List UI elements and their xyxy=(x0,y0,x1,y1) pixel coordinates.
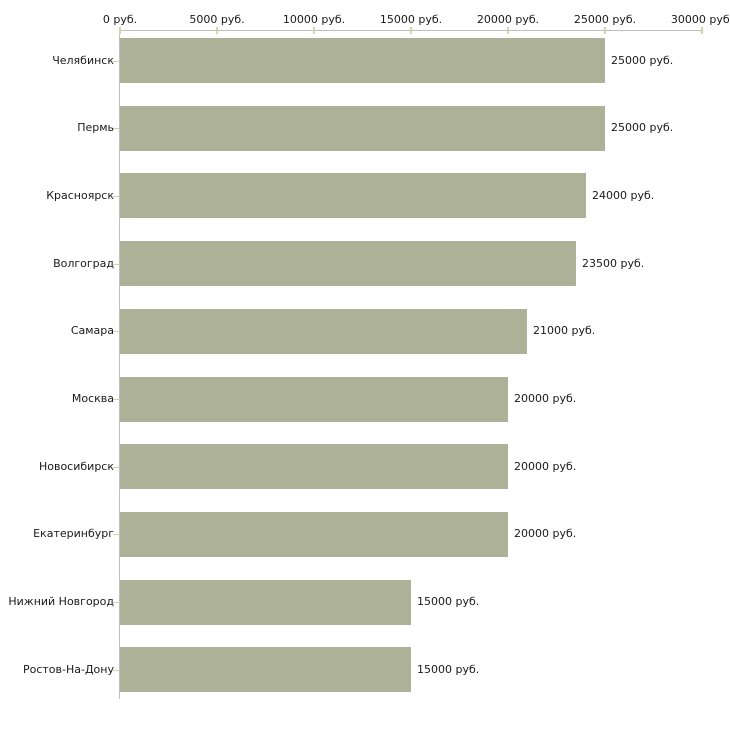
x-axis-tick-label: 5000 руб. xyxy=(189,13,245,26)
x-axis-tick xyxy=(119,27,121,34)
bar xyxy=(120,38,605,83)
value-label: 25000 руб. xyxy=(611,121,674,135)
bar xyxy=(120,308,527,354)
value-label: 25000 руб. xyxy=(611,53,674,67)
y-axis-tick xyxy=(113,399,119,400)
x-axis-tick xyxy=(604,27,606,34)
category-label: Челябинск xyxy=(52,53,114,67)
x-axis-tick-label: 30000 руб. xyxy=(670,13,730,26)
category-label: Ростов-На-Дону xyxy=(22,662,114,676)
y-axis-tick xyxy=(113,534,119,535)
y-axis-tick xyxy=(113,61,119,62)
category-label: Красноярск xyxy=(46,188,114,202)
category-label: Екатеринбург xyxy=(33,527,114,541)
y-axis-tick xyxy=(113,331,119,332)
y-axis-tick xyxy=(113,128,119,129)
y-axis-tick xyxy=(113,467,119,468)
y-axis-tick xyxy=(113,264,119,265)
value-label: 20000 руб. xyxy=(514,459,577,473)
value-label: 24000 руб. xyxy=(592,188,655,202)
x-axis-tick-label: 15000 руб. xyxy=(379,13,443,26)
bar xyxy=(120,511,508,557)
x-axis-tick xyxy=(507,27,509,34)
bar xyxy=(120,376,508,422)
bar xyxy=(120,105,605,151)
bar xyxy=(120,647,411,693)
category-label: Самара xyxy=(70,324,114,338)
value-label: 21000 руб. xyxy=(533,324,596,338)
x-axis-tick-label: 20000 руб. xyxy=(476,13,540,26)
bar xyxy=(120,173,586,219)
bar xyxy=(120,444,508,490)
bar xyxy=(120,579,411,625)
y-axis-tick xyxy=(113,602,119,603)
x-axis-tick xyxy=(313,27,315,34)
bar xyxy=(120,241,576,287)
category-label: Волгоград xyxy=(53,256,114,270)
y-axis-line xyxy=(119,30,120,699)
category-label: Москва xyxy=(71,392,114,405)
x-axis-tick-label: 0 руб. xyxy=(102,13,138,26)
category-label: Новосибирск xyxy=(38,459,114,473)
y-axis-tick xyxy=(113,196,119,197)
x-axis-tick-label: 10000 руб. xyxy=(282,13,346,26)
value-label: 20000 руб. xyxy=(514,392,577,405)
x-axis-tick xyxy=(410,27,412,34)
value-label: 23500 руб. xyxy=(582,256,645,270)
x-axis-tick xyxy=(701,27,703,34)
y-axis-tick xyxy=(113,670,119,671)
x-axis-tick xyxy=(216,27,218,34)
category-label: Пермь xyxy=(77,121,114,135)
value-label: 20000 руб. xyxy=(514,527,577,541)
category-label: Нижний Новгород xyxy=(8,595,114,609)
x-axis-tick-label: 25000 руб. xyxy=(573,13,637,26)
value-label: 15000 руб. xyxy=(417,595,480,609)
value-label: 15000 руб. xyxy=(417,662,480,676)
